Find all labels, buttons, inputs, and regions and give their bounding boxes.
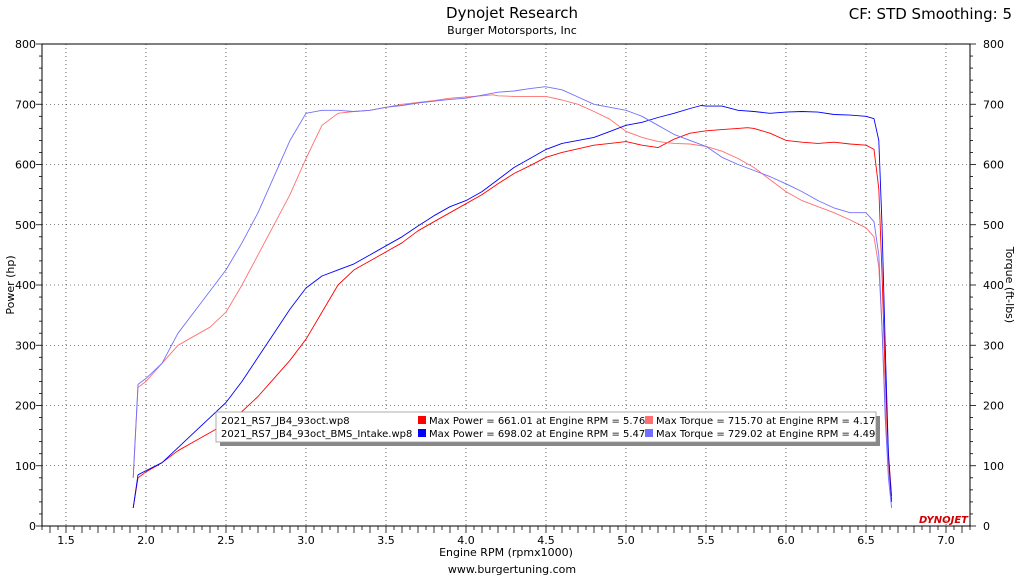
- legend-file-name: 2021_RS7_JB4_93oct_BMS_Intake.wp8: [221, 429, 412, 440]
- x-tick-label: 1.5: [57, 534, 75, 547]
- x-axis-label: Engine RPM (rpmx1000): [439, 546, 573, 559]
- y-tick-label-left: 0: [29, 520, 36, 533]
- y-tick-label-left: 700: [15, 98, 36, 111]
- x-tick-label: 3.5: [377, 534, 395, 547]
- y-axis-label-right: Torque (ft-lbs): [1003, 246, 1016, 323]
- y-tick-label-right: 800: [983, 38, 1004, 51]
- y-tick-label-left: 800: [15, 38, 36, 51]
- legend-power-text: Max Power = 698.02 at Engine RPM = 5.47: [429, 429, 645, 440]
- legend-power-text: Max Power = 661.01 at Engine RPM = 5.76: [429, 416, 645, 427]
- legend-file-name: 2021_RS7_JB4_93oct.wp8: [221, 416, 350, 427]
- axis-labels: Engine RPM (rpmx1000) Power (hp) Torque (f…: [4, 246, 1016, 559]
- y-tick-label-right: 200: [983, 400, 1004, 413]
- correction-factor-label: CF: STD Smoothing: 5: [848, 5, 1012, 23]
- y-tick-label-left: 200: [15, 400, 36, 413]
- legend-swatch-power: [418, 429, 426, 437]
- chart-subtitle: Burger Motorsports, Inc: [447, 24, 577, 37]
- legend-torque-text: Max Torque = 715.70 at Engine RPM = 4.17: [656, 416, 875, 427]
- x-tick-label: 2.5: [217, 534, 235, 547]
- y-tick-label-left: 300: [15, 339, 36, 352]
- series-line: [132, 86, 893, 508]
- series-line: [132, 94, 893, 502]
- y-tick-label-right: 600: [983, 159, 1004, 172]
- y-tick-label-right: 400: [983, 279, 1004, 292]
- y-tick-label-right: 500: [983, 219, 1004, 232]
- y-tick-label-right: 300: [983, 339, 1004, 352]
- x-tick-label: 5.0: [617, 534, 635, 547]
- x-tick-label: 3.0: [297, 534, 315, 547]
- x-tick-label: 4.0: [457, 534, 475, 547]
- y-tick-label-right: 100: [983, 460, 1004, 473]
- chart-title: Dynojet Research: [446, 4, 578, 22]
- y-tick-label-right: 700: [983, 98, 1004, 111]
- x-tick-label: 5.5: [697, 534, 715, 547]
- plot-lines: [132, 86, 893, 508]
- x-tick-label: 6.0: [777, 534, 795, 547]
- x-tick-label: 4.5: [537, 534, 555, 547]
- series-line: [132, 127, 893, 508]
- y-tick-label-left: 500: [15, 219, 36, 232]
- x-tick-label: 7.0: [937, 534, 955, 547]
- y-tick-label-left: 600: [15, 159, 36, 172]
- grid-lines: [41, 43, 971, 527]
- series-line: [132, 105, 893, 508]
- y-tick-label-left: 400: [15, 279, 36, 292]
- legend-swatch-torque: [645, 429, 653, 437]
- y-tick-label-right: 0: [983, 520, 990, 533]
- legend-torque-text: Max Torque = 729.02 at Engine RPM = 4.49: [656, 429, 875, 440]
- legend-box: [215, 411, 877, 443]
- dynojet-logo: DYNOJET: [919, 515, 969, 526]
- footer-url: www.burgertuning.com: [447, 563, 577, 576]
- legend-swatch-power: [418, 416, 426, 424]
- x-tick-label: 6.5: [857, 534, 875, 547]
- y-tick-label-left: 100: [15, 460, 36, 473]
- y-axis-label-left: Power (hp): [4, 255, 17, 314]
- x-tick-label: 2.0: [137, 534, 155, 547]
- legend: 2021_RS7_JB4_93oct.wp8 Max Power = 661.01…: [215, 411, 880, 446]
- legend-swatch-torque: [645, 416, 653, 424]
- chart-axes: 1.5 2.0 2.5 3.0 3.5 4.0 4.5 5.0 5.5 6.0 6.5 7.0 0 0 10…: [15, 38, 1004, 547]
